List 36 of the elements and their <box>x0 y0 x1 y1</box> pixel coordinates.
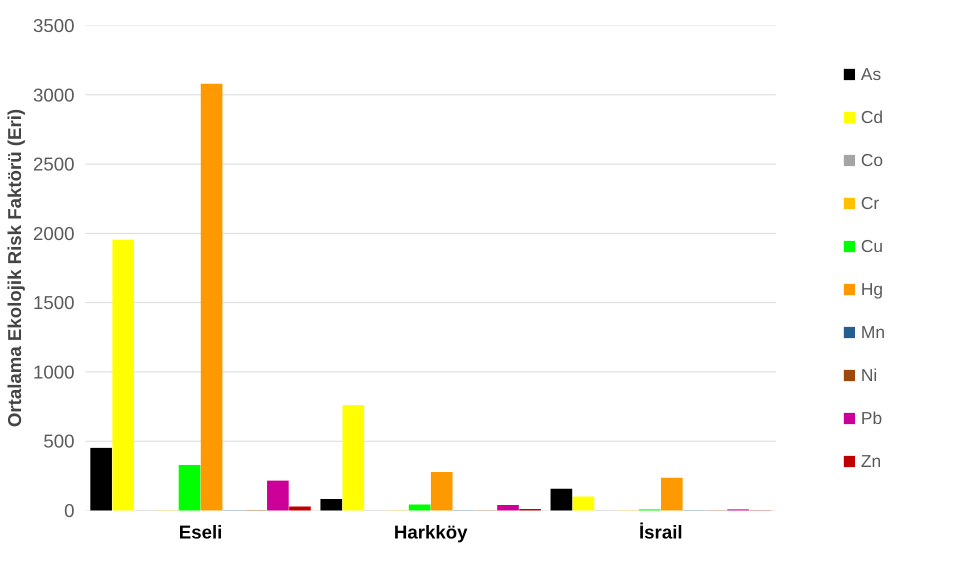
legend-label: Cu <box>860 236 884 256</box>
legend-label: Cr <box>860 192 880 214</box>
x-tick-label: Eseli <box>178 522 222 542</box>
legend-label: Mn <box>860 322 885 342</box>
y-tick-label: 1500 <box>32 292 75 314</box>
y-tick-label: 2000 <box>32 222 75 244</box>
bar <box>550 488 572 510</box>
bar <box>178 465 200 510</box>
bar <box>497 504 519 510</box>
bar <box>267 480 289 510</box>
legend-label: Ni <box>860 364 878 386</box>
bar <box>408 504 430 510</box>
bar <box>430 472 453 510</box>
x-tick-label: Harkköy <box>394 522 468 542</box>
legend-label: Hg <box>860 278 884 300</box>
bar <box>112 240 134 510</box>
legend-label: Co <box>860 150 884 170</box>
bar <box>90 448 112 510</box>
y-tick-label: 1000 <box>32 361 75 382</box>
legend-label: Pb <box>860 408 882 428</box>
x-tick-label: İsrail <box>639 522 683 542</box>
y-tick-label: 3000 <box>32 84 75 106</box>
y-tick-label: 500 <box>43 430 75 452</box>
bar <box>572 496 594 510</box>
y-tick-label: 3500 <box>32 15 75 36</box>
bar <box>289 506 311 510</box>
bar <box>342 405 364 510</box>
legend-label: Cd <box>860 106 884 128</box>
bar <box>200 84 222 510</box>
bar <box>320 499 342 510</box>
legend-label: Zn <box>860 450 882 472</box>
y-axis-title: Ortalama Ekolojik Risk Faktörü (Eri) <box>4 108 25 428</box>
y-tick-label: 0 <box>64 500 75 521</box>
bar <box>661 478 683 510</box>
y-tick-label: 2500 <box>32 154 75 175</box>
legend-label: As <box>860 64 882 84</box>
